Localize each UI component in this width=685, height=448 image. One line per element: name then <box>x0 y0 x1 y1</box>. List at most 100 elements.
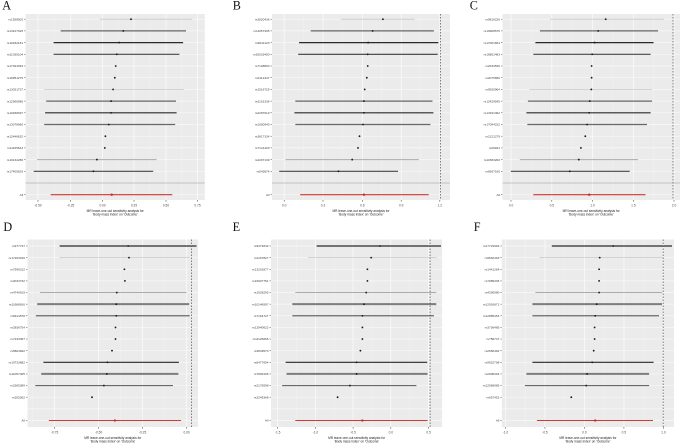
svg-text:1.0: 1.0 <box>661 430 666 434</box>
svg-text:rs10938397: rs10938397 <box>7 111 24 115</box>
svg-text:rs12885454: rs12885454 <box>483 314 500 318</box>
svg-text:rs2121279: rs2121279 <box>485 134 500 138</box>
svg-text:rs758747: rs758747 <box>486 337 499 341</box>
svg-text:rs11030104: rs11030104 <box>7 52 23 56</box>
svg-text:rs17724992: rs17724992 <box>483 244 500 248</box>
svg-text:0.00: 0.00 <box>99 203 105 207</box>
svg-text:rs9540493: rs9540493 <box>485 256 500 260</box>
svg-text:rs2245368: rs2245368 <box>254 395 269 399</box>
svg-text:All: All <box>22 419 26 423</box>
svg-text:rs1558902: rs1558902 <box>8 17 23 21</box>
svg-text:rs2287019: rs2287019 <box>255 111 270 115</box>
svg-text:rs2075650: rs2075650 <box>485 76 500 80</box>
svg-text:rs13078960: rs13078960 <box>7 123 24 127</box>
svg-text:-1.0: -1.0 <box>503 430 509 434</box>
svg-text:0.0: 0.0 <box>582 430 587 434</box>
svg-text:rs2650492: rs2650492 <box>485 349 500 353</box>
svg-text:rs9922708: rs9922708 <box>485 360 500 364</box>
svg-text:2.0: 2.0 <box>672 203 677 207</box>
svg-text:MR leave-one-out sensitivity a: MR leave-one-out sensitivity analysis fo… <box>563 209 621 213</box>
svg-text:rs2207139: rs2207139 <box>255 158 270 162</box>
svg-text:rs7141420: rs7141420 <box>255 146 270 150</box>
svg-text:rs543874: rs543874 <box>257 169 270 173</box>
svg-text:0.75: 0.75 <box>194 203 200 207</box>
svg-text:rs1000940: rs1000940 <box>255 123 270 127</box>
svg-text:rs2176598: rs2176598 <box>254 384 269 388</box>
svg-text:rs1516725: rs1516725 <box>255 88 270 92</box>
svg-text:rs11688816: rs11688816 <box>9 302 25 306</box>
svg-text:A: A <box>2 0 11 13</box>
svg-text:MR leave-one-out sensitivity a: MR leave-one-out sensitivity analysis fo… <box>87 209 145 213</box>
svg-text:C: C <box>470 0 478 13</box>
svg-text:'Body mass index' on 'Outcome': 'Body mass index' on 'Outcome' <box>334 439 379 443</box>
svg-text:0.5: 0.5 <box>550 203 555 207</box>
svg-text:MR leave-one-out sensitivity a: MR leave-one-out sensitivity analysis fo… <box>328 436 386 440</box>
svg-text:rs9641123: rs9641123 <box>255 41 270 45</box>
svg-text:rs12016871: rs12016871 <box>483 302 500 306</box>
svg-text:'Body mass index' on 'Outcome': 'Body mass index' on 'Outcome' <box>565 439 610 443</box>
svg-text:-0.75: -0.75 <box>51 430 58 434</box>
svg-text:-0.50: -0.50 <box>95 430 102 434</box>
svg-text:All: All <box>266 193 270 197</box>
svg-text:rs2836754: rs2836754 <box>10 326 25 330</box>
svg-text:rs7989336: rs7989336 <box>485 279 500 283</box>
svg-text:rs12566985: rs12566985 <box>7 99 24 103</box>
svg-text:rs17094222: rs17094222 <box>484 123 501 127</box>
svg-text:rs4740619: rs4740619 <box>10 291 25 295</box>
svg-text:rs16951275: rs16951275 <box>7 76 24 80</box>
svg-text:rs9914578: rs9914578 <box>10 314 25 318</box>
svg-text:rs17024393: rs17024393 <box>7 64 24 68</box>
svg-text:All: All <box>20 193 24 197</box>
svg-text:rs3736485: rs3736485 <box>485 326 500 330</box>
svg-text:'Body mass index' on 'Outcome': 'Body mass index' on 'Outcome' <box>569 212 614 216</box>
svg-text:rs2033732: rs2033732 <box>10 279 25 283</box>
svg-text:E: E <box>233 220 240 234</box>
svg-text:F: F <box>474 220 481 234</box>
svg-text:rs1441264: rs1441264 <box>485 267 500 271</box>
svg-text:-0.50: -0.50 <box>34 203 41 207</box>
svg-text:All: All <box>497 193 501 197</box>
svg-text:rs17203016: rs17203016 <box>9 256 26 260</box>
svg-text:rs2820436: rs2820436 <box>255 17 270 21</box>
svg-text:rs6804842: rs6804842 <box>10 349 25 353</box>
svg-text:1.2: 1.2 <box>438 203 443 207</box>
svg-text:All: All <box>265 419 269 423</box>
svg-text:rs13107325: rs13107325 <box>7 29 24 33</box>
svg-text:0.3: 0.3 <box>321 203 326 207</box>
svg-text:rs12446632: rs12446632 <box>7 134 24 138</box>
svg-text:All: All <box>496 419 500 423</box>
svg-text:-1.5: -1.5 <box>275 430 281 434</box>
svg-text:0.5: 0.5 <box>426 430 431 434</box>
svg-text:1.0: 1.0 <box>590 203 595 207</box>
svg-text:rs29941: rs29941 <box>489 146 500 150</box>
svg-text:rs6567160: rs6567160 <box>485 169 500 173</box>
svg-text:rs657452: rs657452 <box>486 395 499 399</box>
svg-text:rs4256980: rs4256980 <box>485 291 500 295</box>
svg-text:rs7164727: rs7164727 <box>254 314 269 318</box>
svg-text:rs2112347: rs2112347 <box>255 76 270 80</box>
svg-text:0.25: 0.25 <box>131 203 137 207</box>
svg-text:rs1928295: rs1928295 <box>254 291 269 295</box>
svg-text:D: D <box>3 220 12 234</box>
svg-text:MR leave-one-out sensitivity a: MR leave-one-out sensitivity analysis fo… <box>332 209 390 213</box>
svg-text:rs12566985: rs12566985 <box>483 384 500 388</box>
svg-text:rs13201877: rs13201877 <box>252 267 269 271</box>
svg-text:-0.25: -0.25 <box>139 430 146 434</box>
svg-text:1.5: 1.5 <box>631 203 636 207</box>
svg-text:rs205262: rs205262 <box>12 395 25 399</box>
svg-text:rs1167827: rs1167827 <box>254 256 269 260</box>
svg-text:MR leave-one-out sensitivity a: MR leave-one-out sensitivity analysis fo… <box>559 436 617 440</box>
svg-text:rs7243357: rs7243357 <box>10 337 25 341</box>
svg-text:rs11583200: rs11583200 <box>484 158 500 162</box>
svg-text:rs7599312: rs7599312 <box>10 267 25 271</box>
svg-text:0.6: 0.6 <box>360 203 365 207</box>
svg-text:rs62033400: rs62033400 <box>253 52 270 56</box>
svg-text:-0.5: -0.5 <box>542 430 548 434</box>
svg-text:rs10132280: rs10132280 <box>7 158 24 162</box>
svg-text:rs13021737: rs13021737 <box>7 88 24 92</box>
svg-text:rs977747: rs977747 <box>12 244 25 248</box>
svg-text:0.9: 0.9 <box>399 203 404 207</box>
svg-text:'Body mass index' on 'Outcome': 'Body mass index' on 'Outcome' <box>93 212 138 216</box>
svg-text:rs10182181: rs10182181 <box>7 41 24 45</box>
svg-text:rs9816226: rs9816226 <box>485 17 500 21</box>
